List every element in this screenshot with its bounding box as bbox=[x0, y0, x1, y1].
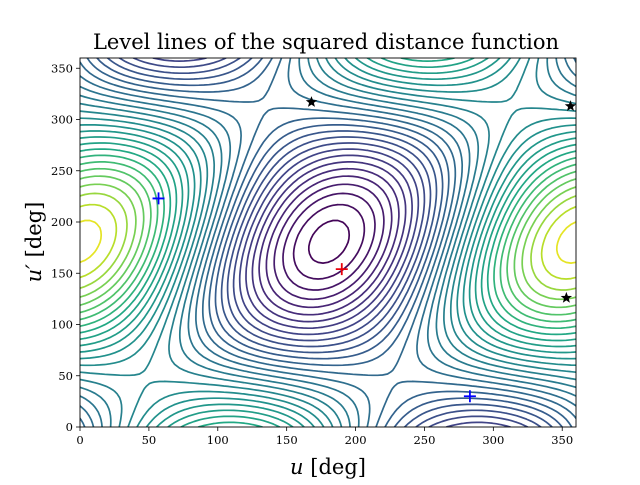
y-tick-label: 50 bbox=[58, 369, 73, 383]
x-axis-variable: u bbox=[290, 455, 304, 479]
contour-level bbox=[80, 58, 576, 427]
y-tick-label: 300 bbox=[51, 113, 73, 127]
contour-level bbox=[80, 58, 576, 427]
maximum-plus-marker bbox=[335, 263, 348, 276]
markers bbox=[152, 96, 577, 403]
x-tick-label: 300 bbox=[482, 433, 504, 447]
x-axis-ticks: 0 50 100 150 200 250 300 350 bbox=[76, 427, 573, 447]
x-tick-label: 0 bbox=[76, 433, 83, 447]
contour-lines bbox=[80, 58, 576, 427]
y-axis-ticks: 0 50 100 150 200 250 300 350 bbox=[51, 61, 80, 434]
x-axis-label: u [deg] bbox=[290, 455, 366, 479]
minimum-plus-marker bbox=[152, 192, 165, 205]
contour-level bbox=[80, 58, 576, 427]
contour-level bbox=[80, 58, 576, 427]
contour-level bbox=[80, 183, 576, 301]
contour-level bbox=[307, 219, 351, 264]
contour-level bbox=[86, 58, 573, 427]
y-tick-label: 350 bbox=[51, 61, 73, 75]
contour-level bbox=[251, 161, 407, 323]
contour-level bbox=[80, 58, 576, 427]
contour-level bbox=[80, 58, 576, 427]
saddle-star-marker bbox=[560, 291, 573, 303]
contour-level bbox=[80, 219, 576, 264]
contour-level bbox=[80, 58, 576, 427]
contour-level bbox=[80, 203, 576, 280]
x-tick-label: 150 bbox=[276, 433, 298, 447]
y-tick-label: 200 bbox=[51, 215, 73, 229]
contour-level bbox=[292, 203, 366, 280]
y-axis-variable: u′ bbox=[22, 264, 46, 283]
x-tick-label: 50 bbox=[142, 433, 157, 447]
saddle-star-marker bbox=[564, 100, 577, 112]
contour-level bbox=[80, 154, 576, 330]
contour-level bbox=[106, 58, 553, 427]
minimum-plus-marker bbox=[463, 390, 476, 403]
contour-level bbox=[80, 192, 576, 291]
x-axis-unit: [deg] bbox=[310, 455, 366, 479]
x-tick-label: 250 bbox=[413, 433, 435, 447]
contour-level bbox=[258, 167, 400, 316]
contour-level bbox=[96, 58, 564, 427]
contour-level bbox=[282, 192, 376, 291]
contour-level bbox=[265, 175, 393, 309]
contour-level bbox=[80, 58, 576, 427]
contour-level bbox=[80, 58, 576, 427]
x-tick-label: 100 bbox=[207, 433, 229, 447]
saddle-star-marker bbox=[305, 96, 318, 107]
y-tick-label: 250 bbox=[51, 164, 73, 178]
y-tick-label: 100 bbox=[51, 318, 73, 332]
y-axis-label: u′ [deg] bbox=[22, 202, 46, 283]
y-tick-label: 0 bbox=[66, 420, 73, 434]
contour-level bbox=[132, 58, 529, 427]
contour-level bbox=[118, 58, 542, 427]
contour-level bbox=[80, 161, 576, 323]
y-axis-unit: [deg] bbox=[22, 202, 46, 258]
y-tick-label: 150 bbox=[51, 266, 73, 280]
contour-level bbox=[80, 58, 576, 427]
chart-title: Level lines of the squared distance func… bbox=[93, 30, 559, 54]
plot-frame bbox=[79, 57, 577, 428]
x-tick-label: 200 bbox=[345, 433, 367, 447]
x-tick-label: 350 bbox=[551, 433, 573, 447]
contour-level bbox=[273, 183, 385, 301]
contour-level bbox=[80, 58, 576, 427]
contour-level bbox=[245, 154, 413, 330]
